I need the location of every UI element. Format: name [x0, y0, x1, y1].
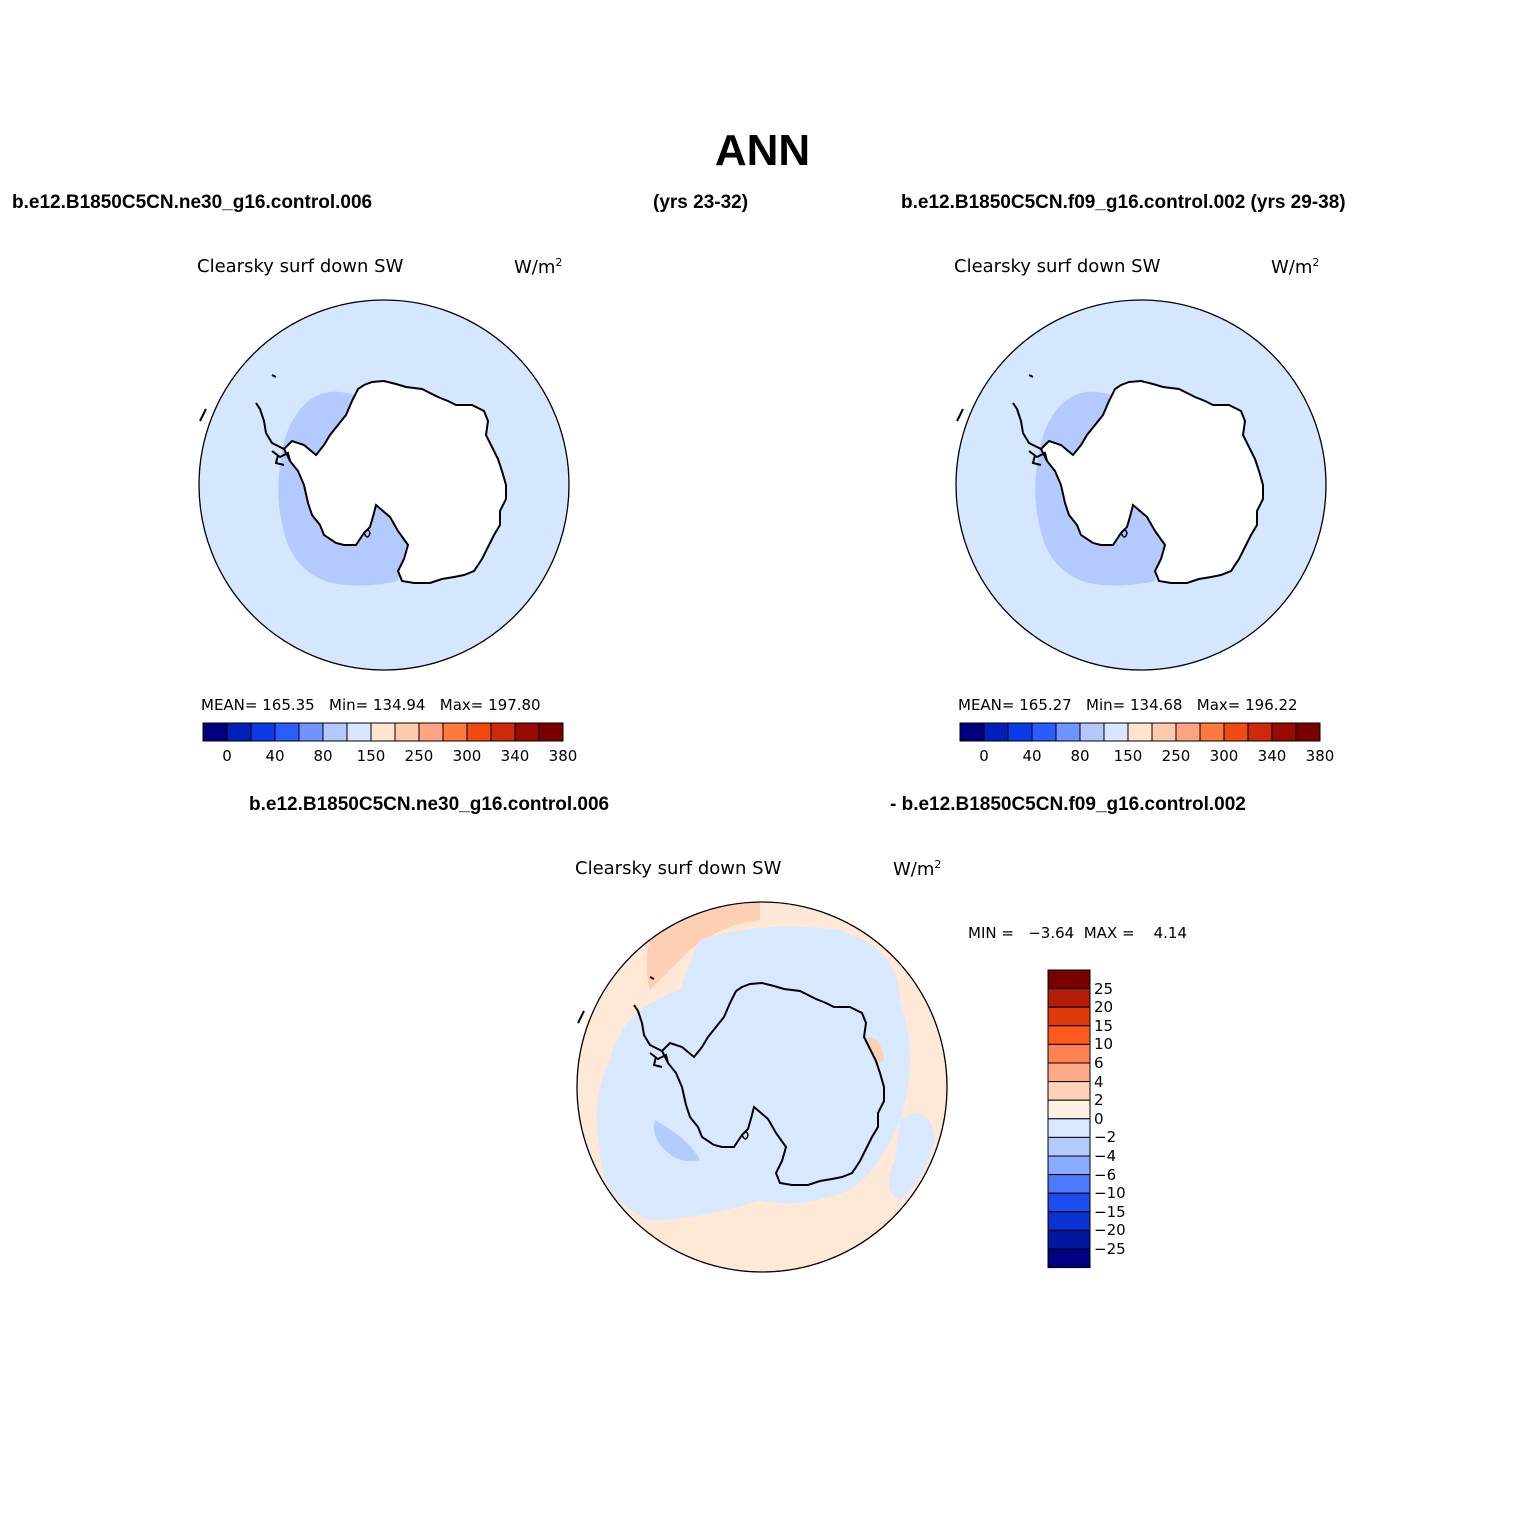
colorbar-swatch [1047, 1118, 1091, 1138]
colorbar-swatch [1047, 1248, 1091, 1269]
colorbar-tick-label: 150 [356, 747, 386, 765]
map-panel-1 [198, 299, 570, 671]
colorbar-swatch [1047, 1099, 1091, 1120]
diff-case1-label: b.e12.B1850C5CN.ne30_g16.control.006 [249, 794, 610, 815]
colorbar-swatch [490, 722, 516, 742]
colorbar-swatch [1151, 722, 1177, 742]
diff-case2-label: - b.e12.B1850C5CN.f09_g16.control.002 [890, 794, 1246, 815]
colorbar-tick-label: 15 [1094, 1016, 1114, 1035]
colorbar-tick-label: −25 [1094, 1240, 1126, 1258]
colorbar-panel-1 [202, 722, 564, 742]
colorbar-tick-label: 250 [404, 747, 434, 765]
map-panel-2 [955, 299, 1327, 671]
colorbar-tick-label: 10 [1094, 1035, 1114, 1054]
panel1-units: W/m2 [514, 256, 563, 278]
panel1-variable: Clearsky surf down SW [197, 256, 404, 277]
colorbar-swatch [1047, 1211, 1091, 1231]
colorbar-swatch [1271, 722, 1297, 742]
colorbar-swatch [1103, 722, 1129, 742]
colorbar-swatch [1247, 722, 1273, 742]
colorbar-swatch [1047, 1062, 1091, 1083]
case1-label: b.e12.B1850C5CN.ne30_g16.control.006 [12, 192, 373, 213]
colorbar-tick-label: 300 [1209, 747, 1239, 765]
case2-label: b.e12.B1850C5CN.f09_g16.control.002 (yrs… [901, 192, 1346, 213]
colorbar-swatch [1047, 1043, 1091, 1064]
colorbar-swatch [466, 722, 492, 742]
colorbar-tick-label: 340 [500, 747, 530, 765]
colorbar-tick-label: −15 [1094, 1202, 1126, 1221]
colorbar-tick-label: 300 [452, 747, 482, 765]
colorbar-tick-label: 6 [1094, 1054, 1104, 1072]
panel2-units: W/m2 [1271, 256, 1320, 278]
colorbar-swatch [1047, 1174, 1091, 1194]
colorbar-swatch [1031, 722, 1057, 742]
colorbar-tick-label: −20 [1094, 1221, 1126, 1240]
case1-years: (yrs 23-32) [653, 192, 749, 213]
colorbar-tick-label: 250 [1161, 747, 1191, 765]
colorbar-panel-2 [959, 722, 1321, 742]
colorbar-swatch [1047, 1025, 1091, 1045]
colorbar-swatch [322, 722, 348, 742]
colorbar-swatch [1175, 722, 1201, 742]
colorbar-swatch [202, 722, 228, 742]
colorbar-swatch [1047, 1006, 1091, 1027]
panel3-stats: MIN = −3.64 MAX = 4.14 [968, 924, 1188, 942]
colorbar-tick-label: 80 [313, 747, 333, 765]
colorbar-swatch [1079, 722, 1105, 742]
colorbar-swatch [1223, 722, 1249, 742]
colorbar-swatch [983, 722, 1009, 742]
colorbar-swatch [1047, 1136, 1091, 1157]
colorbar-diff [1047, 969, 1091, 1269]
colorbar-swatch [370, 722, 396, 742]
colorbar-tick-label: 340 [1257, 747, 1287, 765]
panel2-variable: Clearsky surf down SW [954, 256, 1161, 277]
colorbar-tick-label: −10 [1094, 1184, 1126, 1203]
colorbar-swatch [1295, 722, 1321, 742]
colorbar-swatch [418, 722, 444, 742]
colorbar-swatch [442, 722, 468, 742]
panel3-variable: Clearsky surf down SW [575, 858, 782, 879]
colorbar-tick-label: 380 [1305, 747, 1335, 765]
colorbar-tick-label: 40 [1022, 747, 1042, 765]
colorbar-swatch [394, 722, 420, 742]
colorbar-swatch [346, 722, 372, 742]
colorbar-swatch [538, 722, 564, 742]
colorbar-swatch [1007, 722, 1033, 742]
colorbar-tick-label: −6 [1094, 1165, 1117, 1184]
colorbar-tick-label: 0 [979, 747, 989, 765]
panel3-units: W/m2 [893, 858, 942, 880]
colorbar-tick-label: −2 [1094, 1128, 1117, 1147]
colorbar-tick-label: 150 [1113, 747, 1143, 765]
colorbar-swatch [1047, 969, 1091, 990]
colorbar-swatch [1127, 722, 1153, 742]
colorbar-swatch [1047, 988, 1091, 1008]
colorbar-tick-label: 40 [265, 747, 285, 765]
colorbar-swatch [1047, 1229, 1091, 1250]
colorbar-tick-label: 0 [1094, 1109, 1104, 1128]
colorbar-tick-label: −4 [1094, 1147, 1117, 1165]
colorbar-tick-label: 25 [1094, 979, 1114, 998]
colorbar-swatch [1199, 722, 1225, 742]
colorbar-tick-label: 380 [548, 747, 578, 765]
colorbar-swatch [274, 722, 300, 742]
colorbar-swatch [1055, 722, 1081, 742]
map-panel-diff [576, 901, 948, 1273]
colorbar-tick-label: 80 [1070, 747, 1090, 765]
colorbar-swatch [298, 722, 324, 742]
colorbar-tick-label: 2 [1094, 1091, 1104, 1110]
colorbar-swatch [514, 722, 540, 742]
colorbar-swatch [1047, 1155, 1091, 1176]
figure-title: ANN [714, 126, 811, 175]
panel2-stats: MEAN= 165.27 Min= 134.68 Max= 196.22 [958, 696, 1298, 714]
colorbar-tick-label: 0 [222, 747, 232, 765]
colorbar-tick-label: 4 [1094, 1072, 1104, 1091]
colorbar-swatch [1047, 1192, 1091, 1213]
colorbar-tick-label: 20 [1094, 998, 1114, 1017]
colorbar-swatch [226, 722, 252, 742]
colorbar-swatch [959, 722, 985, 742]
colorbar-swatch [250, 722, 276, 742]
colorbar-swatch [1047, 1081, 1091, 1101]
panel1-stats: MEAN= 165.35 Min= 134.94 Max= 197.80 [201, 696, 541, 714]
